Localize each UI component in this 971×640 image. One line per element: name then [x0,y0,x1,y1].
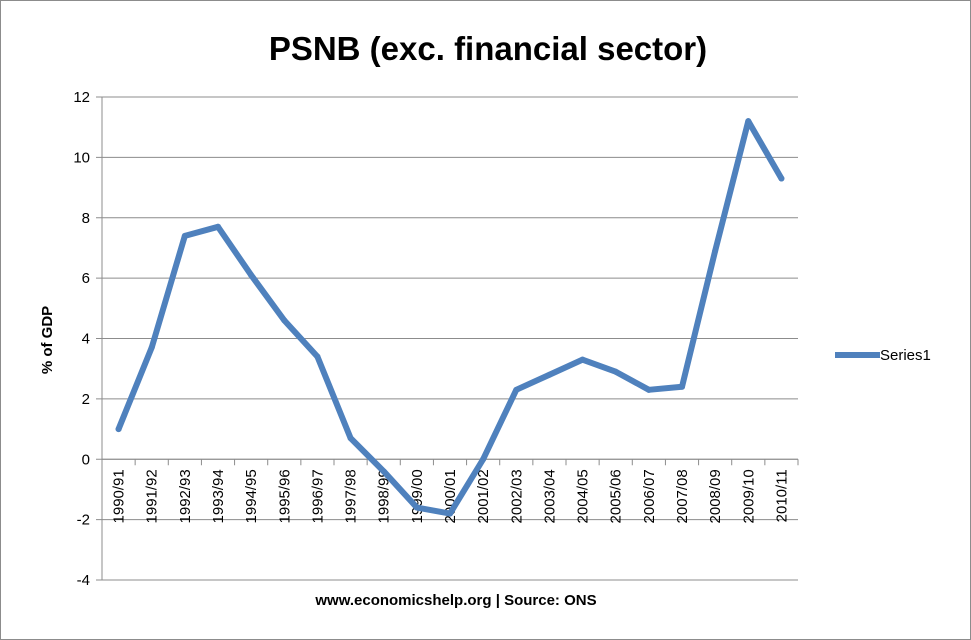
y-tick-label-5: 6 [82,270,90,287]
x-axis-label: www.economicshelp.org | Source: ONS [314,592,596,609]
x-tick-label-9: 1999/00 [409,469,426,523]
data-point-0-13 [546,371,553,378]
y-axis-label: % of GDP [39,306,56,374]
y-axis-ticks: -4 -2 0 2 4 6 8 10 12 [73,89,102,589]
data-point-0-12 [513,386,520,393]
data-point-0-10 [447,510,453,517]
x-tick-label-12: 2002/03 [508,469,525,523]
y-tick-label-6: 8 [82,210,90,227]
data-point-0-9 [413,504,420,511]
x-tick-label-0: 1990/91 [111,469,128,523]
x-tick-label-17: 2007/08 [674,469,691,523]
data-point-0-1 [148,344,155,351]
data-point-0-17 [679,383,685,390]
y-tick-label-3: 2 [82,391,90,408]
x-tick-label-4: 1994/95 [243,469,260,523]
x-tick-label-15: 2005/06 [608,469,625,523]
series-line-0 [115,118,785,517]
y-tick-label-8: 12 [73,89,90,106]
x-tick-label-14: 2004/05 [575,469,592,523]
data-point-0-15 [612,368,619,375]
x-tick-label-20: 2010/11 [773,469,790,522]
y-tick-label-1: -2 [77,512,90,529]
y-tick-label-7: 10 [73,149,90,166]
data-point-0-11 [480,456,487,463]
data-point-0-16 [645,386,652,393]
x-tick-label-3: 1993/94 [210,469,227,523]
data-point-0-6 [314,353,321,360]
x-tick-label-13: 2003/04 [541,469,558,523]
legend-label-series1: Series1 [880,347,931,364]
x-tick-label-5: 1995/96 [276,469,293,523]
data-point-0-4 [248,272,255,279]
data-point-0-2 [181,232,188,239]
chart-title: PSNB (exc. financial sector) [269,30,707,67]
data-point-0-3 [215,223,221,230]
data-point-0-20 [778,175,785,182]
y-tick-label-2: 0 [82,451,90,468]
data-point-0-0 [115,426,122,433]
legend: Series1 [835,347,931,364]
x-tick-label-19: 2009/10 [740,469,757,523]
y-tick-label-0: -4 [77,572,90,589]
data-point-0-7 [347,435,354,442]
series-lines [115,118,785,517]
x-tick-label-8: 1998/99 [376,469,393,523]
x-tick-label-11: 2001/02 [475,469,492,523]
x-tick-label-6: 1996/97 [309,469,326,523]
x-tick-label-1: 1991/92 [144,469,161,523]
x-axis-ticks: 1990/91 1991/92 1992/93 1993/94 1994/95 1995/… [101,458,799,523]
x-tick-label-16: 2006/07 [641,469,658,523]
data-point-0-18 [712,247,719,254]
x-tick-label-7: 1997/98 [343,469,360,523]
data-point-0-19 [745,118,752,125]
x-tick-label-2: 1992/93 [177,469,194,523]
data-point-0-5 [281,317,288,324]
data-point-0-8 [380,468,387,475]
y-tick-label-4: 4 [82,331,90,348]
data-point-0-14 [579,356,586,363]
x-tick-label-18: 2008/09 [707,469,724,523]
